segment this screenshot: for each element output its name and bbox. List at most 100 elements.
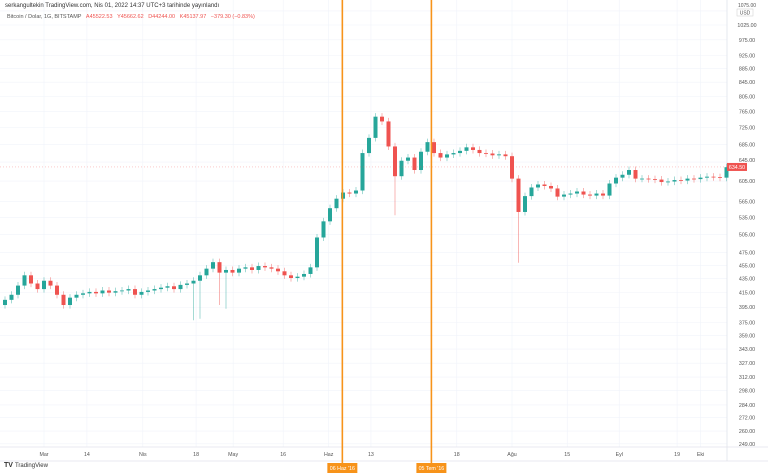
candle-down (263, 266, 267, 268)
candle-up (224, 269, 228, 273)
open-value: A45522.53 (85, 14, 113, 20)
candle-down (601, 193, 605, 196)
candle-up (705, 176, 709, 178)
candle-down (61, 294, 66, 306)
price-tick-label: 435.00 (739, 277, 755, 283)
candle-up (399, 160, 404, 177)
price-tick-label: 395.00 (739, 305, 755, 311)
time-tick-label: Nis (139, 452, 147, 458)
candle-down (711, 176, 716, 178)
candle-up (126, 289, 131, 291)
tradingview-logo-icon: TV (4, 462, 13, 469)
candle-up (42, 280, 46, 290)
candle-down (94, 291, 98, 294)
price-tick-label: 605.00 (739, 179, 755, 185)
candle-down (471, 147, 475, 150)
price-tick-label: 885.00 (739, 66, 755, 72)
candle-up (120, 290, 124, 292)
candle-down (29, 275, 33, 284)
candle-up (607, 183, 612, 196)
candle-up (321, 221, 326, 238)
candle-up (152, 289, 157, 291)
candle-down (393, 146, 397, 177)
price-tick-label: 475.00 (739, 251, 755, 257)
candle-down (549, 185, 553, 189)
price-tick-label: 359.00 (739, 334, 755, 340)
price-tick-label: 455.00 (739, 263, 755, 269)
candle-down (510, 156, 514, 179)
price-tick-label: 298.00 (739, 389, 755, 395)
time-tick-label: Eki (697, 452, 704, 458)
candle-up (529, 187, 534, 197)
candle-down (35, 283, 40, 290)
date-marker-label: 05 Tem '16 (419, 466, 445, 472)
candle-up (139, 291, 144, 295)
price-tick-label: 645.00 (739, 158, 755, 164)
candle-up (113, 291, 118, 293)
price-tick-label: 565.00 (739, 199, 755, 205)
candle-up (419, 151, 423, 171)
candle-up (211, 262, 215, 269)
candle-up (87, 291, 92, 294)
price-tick-label: 260.00 (739, 429, 755, 435)
candle-down (477, 149, 482, 154)
candle-up (536, 184, 540, 188)
price-tick-label: 343.00 (739, 347, 755, 353)
candle-up (191, 280, 196, 284)
candle-up (640, 178, 644, 180)
candle-up (575, 191, 579, 194)
change-value: −379.30 (−0.83%) (210, 14, 255, 20)
symbol-legend: Bitcoin / Dolar, 1G, BITSTAMP A45522.53 … (7, 14, 255, 20)
candle-up (614, 177, 618, 184)
candle-up (315, 237, 319, 268)
candle-up (724, 167, 729, 178)
symbol-name[interactable]: Bitcoin / Dolar, 1G, BITSTAMP (7, 14, 82, 20)
candle-down (653, 179, 657, 180)
price-tick-label: 375.00 (739, 321, 755, 327)
candle-down (588, 194, 592, 196)
candle-up (22, 275, 27, 286)
candle-up (568, 193, 573, 195)
price-tick-label: 725.00 (739, 125, 755, 131)
logo-text: TradingView (14, 462, 48, 469)
candle-down (107, 290, 111, 293)
price-tick-label: 1025.00 (737, 23, 756, 29)
candle-down (380, 116, 384, 122)
candle-down (172, 286, 176, 290)
candle-up (334, 198, 339, 209)
date-marker-badge (416, 463, 447, 473)
price-tick-label: 249.00 (739, 442, 755, 448)
tradingview-logo[interactable]: TV TradingView (4, 462, 48, 469)
candle-up (9, 294, 14, 300)
time-tick-label: 18 (193, 452, 199, 458)
candle-up (373, 116, 378, 138)
candle-down (55, 285, 59, 295)
candle-up (302, 273, 306, 277)
time-tick-label: Eyl (616, 452, 623, 458)
candle-up (497, 154, 501, 156)
candle-up (672, 180, 677, 182)
price-tick-label: 845.00 (739, 80, 755, 86)
candle-up (367, 137, 371, 154)
currency-label: USD (740, 11, 751, 17)
candle-down (555, 188, 560, 197)
candle-up (594, 193, 599, 196)
candle-down (718, 177, 722, 178)
candle-up (68, 297, 72, 306)
candle-up (237, 268, 241, 273)
last-price-badge (727, 162, 747, 171)
candle-down (659, 179, 664, 183)
candle-up (178, 284, 183, 290)
candle-up (198, 275, 202, 281)
candle-up (354, 190, 358, 194)
price-tick-label: 1075.00 (738, 3, 756, 9)
candle-up (295, 276, 300, 279)
candle-up (523, 196, 527, 212)
candle-up (3, 299, 7, 306)
candle-up (185, 283, 189, 285)
time-tick-label: Mar (39, 452, 48, 458)
candle-up (464, 147, 469, 151)
time-tick-label: 13 (368, 452, 374, 458)
candle-up (620, 174, 625, 178)
